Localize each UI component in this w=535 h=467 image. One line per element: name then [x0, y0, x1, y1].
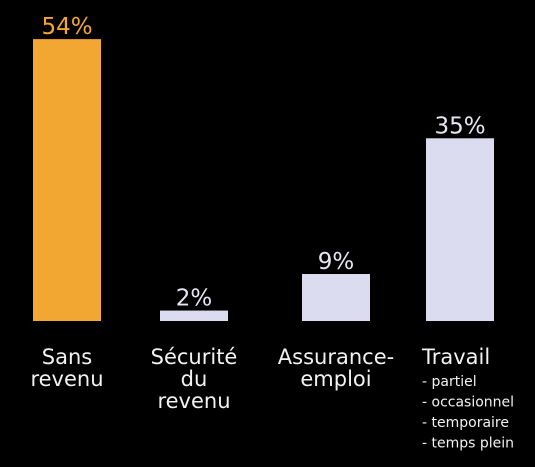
category-label: du	[181, 367, 208, 391]
annotation: - temps plein	[422, 436, 514, 452]
bar	[160, 310, 228, 321]
category-label: Travail	[421, 345, 490, 369]
value-label: 54%	[41, 14, 92, 40]
annotation: - partiel	[422, 374, 477, 390]
category-label: Sécurité	[151, 345, 238, 369]
annotation: - temporaire	[422, 415, 509, 431]
category-label: Assurance-	[278, 345, 394, 369]
category-label: Sans	[42, 345, 92, 369]
category-label: revenu	[157, 389, 230, 413]
category-label: emploi	[300, 367, 371, 391]
bar	[426, 138, 494, 321]
bar	[33, 39, 101, 322]
value-label: 35%	[434, 113, 485, 139]
category-label: revenu	[30, 367, 103, 391]
value-label: 2%	[176, 286, 213, 312]
annotation: - occasionnel	[422, 395, 514, 411]
bar	[302, 274, 370, 321]
value-label: 9%	[318, 249, 355, 275]
